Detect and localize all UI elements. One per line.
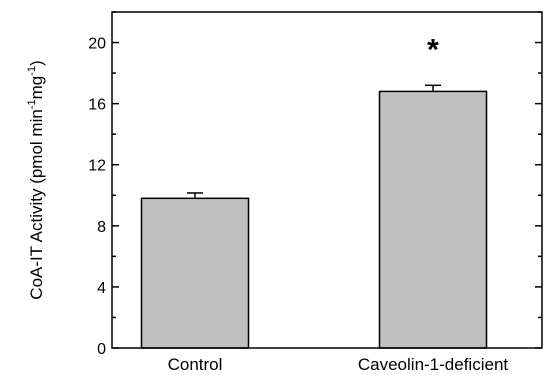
- annotations-group: *: [427, 33, 439, 66]
- y-tick-label: 16: [88, 97, 106, 114]
- y-tick-label: 8: [97, 219, 106, 236]
- y-axis-label-close: ): [27, 60, 46, 66]
- y-axis-label-sup2: -1: [26, 66, 38, 76]
- y-ticks-group: 0 4 8 12 16 20: [88, 11, 542, 358]
- bars-group: [140, 90, 488, 349]
- x-tick-label-caveolin-1-deficient: Caveolin-1-deficient: [358, 355, 509, 374]
- x-tick-label-control: Control: [168, 355, 223, 374]
- error-bars-group: [187, 84, 441, 199]
- significance-asterisk: *: [427, 33, 439, 66]
- bar-control: [140, 197, 250, 349]
- error-bar-control: [187, 192, 203, 199]
- error-bar-caveolin-1-deficient: [425, 84, 441, 92]
- y-axis-label-main: CoA-IT Activity (pmol min: [27, 109, 46, 300]
- y-axis-label-mid: mg: [27, 76, 46, 100]
- y-axis-label: CoA-IT Activity (pmol min-1mg-1): [26, 60, 46, 299]
- y-axis-label-sup1: -1: [26, 99, 38, 109]
- y-tick-label: 20: [88, 36, 106, 53]
- x-labels-group: Control Caveolin-1-deficient: [168, 355, 509, 374]
- y-tick-label: 12: [88, 158, 106, 175]
- y-tick-label: 4: [97, 280, 106, 297]
- bar-caveolin-1-deficient: [378, 90, 488, 349]
- y-tick-label: 0: [97, 341, 106, 358]
- plot-frame: [111, 11, 543, 349]
